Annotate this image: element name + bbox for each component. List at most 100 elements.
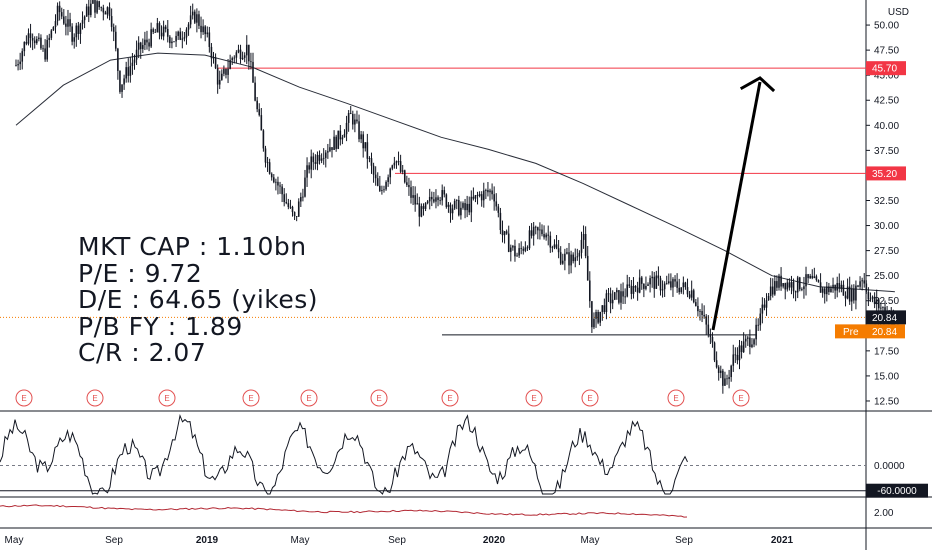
earnings-marker[interactable]: E xyxy=(300,389,318,407)
candle-body xyxy=(622,291,624,297)
candle-body xyxy=(705,316,708,325)
candle-body xyxy=(572,254,574,262)
earnings-marker[interactable]: E xyxy=(581,389,599,407)
candle-body xyxy=(277,181,279,186)
price-tick-label: 32.50 xyxy=(874,196,899,207)
candle-body xyxy=(387,177,389,182)
oscillator-tick-label: 0.0000 xyxy=(874,461,905,472)
candle-body xyxy=(403,170,406,183)
earnings-marker[interactable]: E xyxy=(525,389,543,407)
candle-body xyxy=(809,275,811,279)
candle-body xyxy=(557,248,560,253)
candle-body xyxy=(782,283,784,287)
candle-body xyxy=(374,174,377,179)
candle-body xyxy=(747,337,749,339)
candle-body xyxy=(214,57,217,69)
candle-body xyxy=(532,226,535,236)
candle-body xyxy=(204,26,206,35)
candle-body xyxy=(193,11,196,23)
candle-body xyxy=(566,252,568,254)
candle-body xyxy=(385,181,387,190)
candle-body xyxy=(245,44,248,56)
candle-body xyxy=(79,23,82,34)
candle-body xyxy=(722,370,724,386)
candle-body xyxy=(320,158,323,161)
candle-body xyxy=(227,68,229,75)
candle-body xyxy=(310,156,313,170)
candle-body xyxy=(262,130,265,149)
candle-body xyxy=(468,203,471,213)
candle-body xyxy=(466,203,468,211)
candle-body xyxy=(312,156,315,163)
candle-body xyxy=(25,42,28,44)
price-tick-label: 22.50 xyxy=(874,296,899,307)
candle-body xyxy=(127,67,130,76)
candle-body xyxy=(191,11,194,16)
earnings-marker[interactable]: E xyxy=(15,389,33,407)
candle-body xyxy=(813,276,816,279)
candle-body xyxy=(499,212,502,231)
candle-body xyxy=(715,360,718,368)
candle-body xyxy=(626,284,629,297)
candle-body xyxy=(539,229,541,231)
candle-body xyxy=(102,7,105,13)
candle-body xyxy=(834,284,836,291)
candle-body xyxy=(875,299,878,305)
candle-body xyxy=(460,207,462,216)
earnings-marker[interactable]: E xyxy=(441,389,459,407)
candle-body xyxy=(734,354,737,356)
price-tick-label: 15.00 xyxy=(874,371,899,382)
candle-body xyxy=(811,275,814,279)
candle-body xyxy=(551,247,554,249)
candle-body xyxy=(593,318,595,328)
candle-body xyxy=(759,313,762,326)
candle-body xyxy=(844,295,847,299)
candle-body xyxy=(717,367,720,373)
candle-body xyxy=(397,161,400,162)
candle-body xyxy=(239,49,242,60)
candle-body xyxy=(441,190,443,201)
candle-body xyxy=(354,119,356,125)
candle-body xyxy=(655,275,658,289)
candle-body xyxy=(757,324,760,326)
ma-polyline xyxy=(15,52,895,293)
time-tick-label: May xyxy=(581,535,600,546)
price-tick-label: 47.50 xyxy=(874,46,899,57)
candle-body xyxy=(724,378,726,386)
candle-body xyxy=(807,274,809,279)
candle-body xyxy=(561,260,564,264)
candle-body xyxy=(156,23,159,33)
candle-body xyxy=(58,5,61,13)
candle-body xyxy=(474,195,477,199)
candle-body xyxy=(119,70,121,92)
candle-body xyxy=(381,190,383,191)
earnings-marker[interactable]: E xyxy=(370,389,388,407)
candle-body xyxy=(707,324,710,335)
candle-body xyxy=(206,32,209,35)
candle-body xyxy=(302,196,304,198)
candle-body xyxy=(90,3,92,16)
earnings-marker[interactable]: E xyxy=(667,389,685,407)
candle-body xyxy=(56,5,59,22)
earnings-marker[interactable]: E xyxy=(158,389,176,407)
candle-body xyxy=(60,12,63,17)
candle-body xyxy=(133,59,136,63)
candle-body xyxy=(815,276,818,281)
candle-body xyxy=(730,365,732,378)
earnings-marker[interactable]: E xyxy=(86,389,104,407)
candle-body xyxy=(426,201,429,204)
candle-body xyxy=(318,154,321,161)
candle-body xyxy=(324,152,327,158)
candle-body xyxy=(399,161,402,172)
candle-body xyxy=(208,32,211,47)
candle-body xyxy=(649,278,651,285)
earnings-marker[interactable]: E xyxy=(732,389,750,407)
time-tick-label: May xyxy=(5,535,24,546)
candle-body xyxy=(33,40,36,44)
candle-body xyxy=(678,287,681,293)
candle-body xyxy=(260,115,263,131)
candle-body xyxy=(96,1,98,13)
earnings-marker[interactable]: E xyxy=(242,389,260,407)
fundamentals-overlay: MKT CAP : 1.10bn P/E : 9.72 D/E : 64.65 … xyxy=(78,233,318,367)
